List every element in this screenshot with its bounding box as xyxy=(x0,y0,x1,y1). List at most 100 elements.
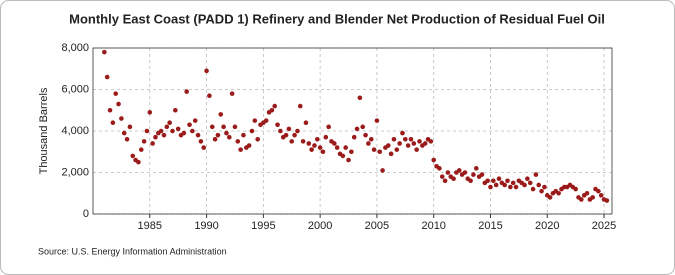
point xyxy=(346,157,351,163)
point xyxy=(366,141,371,146)
point xyxy=(164,124,170,130)
point xyxy=(116,101,121,107)
point xyxy=(351,134,357,140)
point xyxy=(510,180,516,186)
point xyxy=(238,147,243,152)
point xyxy=(323,134,329,140)
point xyxy=(388,151,394,157)
point xyxy=(215,132,221,138)
point xyxy=(283,132,289,138)
point xyxy=(209,124,215,130)
point xyxy=(113,91,119,96)
point xyxy=(488,184,493,190)
point xyxy=(190,128,195,134)
point xyxy=(417,139,422,144)
point xyxy=(306,141,312,146)
point xyxy=(377,149,383,155)
plot-frame xyxy=(92,47,613,215)
point xyxy=(360,124,366,130)
point xyxy=(508,184,513,190)
point xyxy=(249,128,255,134)
point xyxy=(533,172,539,177)
x-tick-label: 1985 xyxy=(138,220,162,232)
point xyxy=(255,137,260,142)
point xyxy=(573,186,578,192)
point xyxy=(207,93,212,99)
point xyxy=(130,153,136,159)
point xyxy=(275,122,280,128)
point xyxy=(184,89,189,94)
point xyxy=(445,170,451,175)
point xyxy=(451,176,456,182)
point xyxy=(530,186,536,192)
y-tick-label: 0 xyxy=(83,208,89,220)
point xyxy=(295,128,300,134)
point xyxy=(394,147,400,152)
point xyxy=(201,145,207,150)
point xyxy=(349,149,354,155)
point xyxy=(229,91,235,96)
point xyxy=(442,178,448,184)
point xyxy=(241,132,246,138)
point xyxy=(292,132,297,138)
x-tick-label: 2010 xyxy=(421,220,445,232)
point xyxy=(542,184,547,190)
y-tick-label: 4,000 xyxy=(61,125,89,137)
point xyxy=(124,137,130,142)
point xyxy=(187,122,192,128)
point xyxy=(363,132,368,138)
point xyxy=(391,137,397,142)
point xyxy=(110,120,116,125)
point xyxy=(334,145,340,150)
point xyxy=(403,137,408,142)
point xyxy=(368,137,374,142)
point xyxy=(300,139,306,144)
point xyxy=(192,118,198,123)
x-tick-label: 2015 xyxy=(478,220,502,232)
point xyxy=(422,141,428,146)
point xyxy=(496,176,502,182)
point xyxy=(269,107,275,113)
point xyxy=(536,182,542,188)
point xyxy=(471,172,476,177)
point xyxy=(405,143,411,148)
point xyxy=(371,147,377,152)
point xyxy=(473,166,479,171)
point xyxy=(411,141,417,146)
point xyxy=(297,103,303,109)
point xyxy=(343,145,348,150)
point xyxy=(136,159,141,165)
point xyxy=(278,128,283,134)
point xyxy=(400,130,405,136)
point xyxy=(289,139,295,144)
point xyxy=(263,118,269,123)
x-tick-label: 2025 xyxy=(592,220,616,232)
point xyxy=(397,141,402,146)
point xyxy=(102,49,107,55)
point xyxy=(138,147,144,152)
point xyxy=(212,137,218,142)
point xyxy=(513,184,519,190)
point xyxy=(170,128,175,134)
point xyxy=(320,149,326,155)
point xyxy=(462,170,468,175)
point xyxy=(525,176,530,182)
point xyxy=(173,107,178,113)
point xyxy=(485,178,490,184)
x-tick-label: 1995 xyxy=(251,220,275,232)
point xyxy=(479,172,485,177)
point xyxy=(374,118,380,123)
point xyxy=(385,143,391,148)
point xyxy=(286,126,292,132)
point xyxy=(127,124,133,130)
point xyxy=(527,180,533,186)
x-tick-label: 1990 xyxy=(194,220,218,232)
point xyxy=(408,137,414,142)
point xyxy=(456,168,462,173)
point xyxy=(357,95,363,101)
point xyxy=(246,143,252,148)
point xyxy=(468,178,473,184)
source-note: Source: U.S. Energy Information Administ… xyxy=(38,246,227,256)
